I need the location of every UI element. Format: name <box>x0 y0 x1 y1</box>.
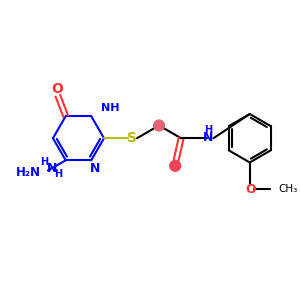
Text: N: N <box>202 131 213 144</box>
Text: N: N <box>47 162 57 175</box>
Text: O: O <box>51 82 63 96</box>
Text: H₂N: H₂N <box>16 166 41 179</box>
Text: H: H <box>54 169 62 179</box>
Text: O: O <box>245 182 256 196</box>
Text: CH₃: CH₃ <box>278 184 297 194</box>
Text: H: H <box>40 157 48 167</box>
Text: N: N <box>90 162 100 175</box>
Circle shape <box>170 160 181 171</box>
Text: H: H <box>205 125 213 135</box>
Circle shape <box>154 120 164 131</box>
Text: S: S <box>127 131 137 145</box>
Text: NH: NH <box>101 103 119 113</box>
